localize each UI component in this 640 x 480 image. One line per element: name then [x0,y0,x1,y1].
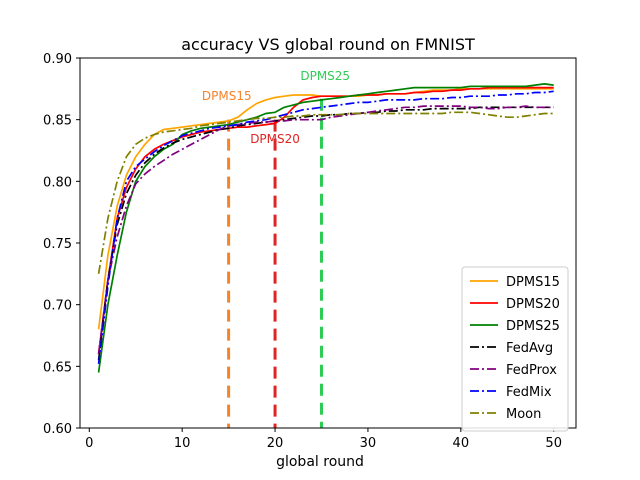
y-tick-label: 0.90 [43,52,72,67]
y-tick-label: 0.60 [43,422,72,437]
x-tick-label: 30 [360,436,377,451]
y-tick-label: 0.70 [43,299,72,314]
legend-label-dpms15: DPMS15 [506,275,560,290]
legend-label-dpms20: DPMS20 [506,297,560,312]
legend-label-moon: Moon [506,407,541,422]
legend-label-fedmix: FedMix [506,385,552,400]
axes: 0 10 20 30 40 50 0.60 0.65 0.70 0.75 0.80 0.85 0.90 [43,52,577,451]
x-tick-label: 20 [267,436,284,451]
x-tick-label: 50 [545,436,562,451]
y-tick-label: 0.65 [43,360,72,375]
y-tick-label: 0.75 [43,237,72,252]
y-tick-label: 0.80 [43,175,72,190]
plot-area: DPMS15 DPMS20 DPMS25 [97,69,554,428]
series-group [97,83,554,373]
x-tick-label: 40 [453,436,470,451]
chart-title: accuracy VS global round on FMNIST [181,35,475,54]
series-line-fedprox [97,105,554,355]
series-line-dpms20 [97,86,554,355]
legend-label-dpms25: DPMS25 [506,319,560,334]
legend: DPMS15 DPMS20 DPMS25 FedAvg FedProx FedMix Moo… [461,266,569,432]
y-tick-label: 0.85 [43,114,72,129]
x-axis-label: global round [276,454,364,470]
x-tick-label: 0 [85,436,93,451]
legend-label-fedprox: FedProx [506,363,557,378]
annotation-label-dpms25: DPMS25 [300,69,350,83]
annotation-label-dpms20: DPMS20 [250,132,300,146]
annotation-label-dpms15: DPMS15 [202,89,252,103]
legend-label-fedavg: FedAvg [506,341,553,356]
series-line-fedmix [97,90,554,365]
x-tick-label: 10 [174,436,191,451]
legend-box [461,266,569,432]
series-line-moon [97,111,554,274]
